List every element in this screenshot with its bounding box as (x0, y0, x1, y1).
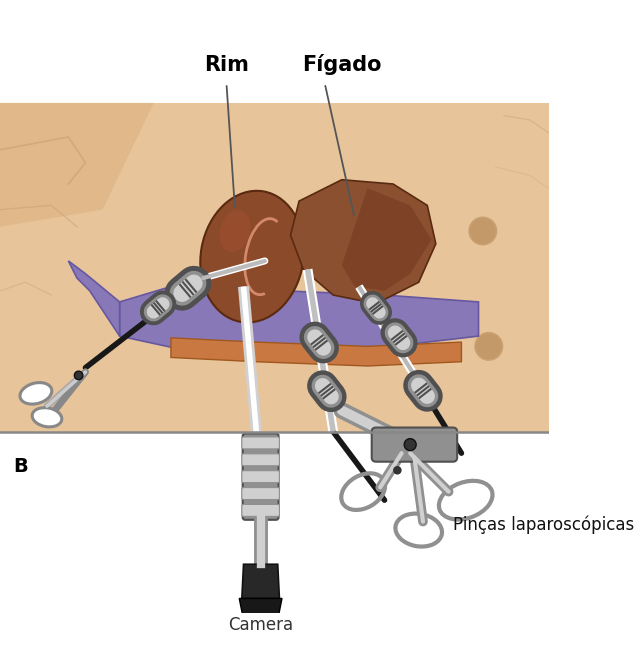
Polygon shape (68, 261, 119, 336)
Polygon shape (242, 564, 279, 599)
Polygon shape (171, 338, 462, 366)
Text: Pinças laparoscópicas: Pinças laparoscópicas (453, 515, 634, 534)
Polygon shape (239, 599, 282, 620)
Ellipse shape (220, 210, 250, 252)
Circle shape (475, 333, 503, 360)
FancyBboxPatch shape (372, 427, 457, 462)
FancyBboxPatch shape (242, 470, 279, 482)
Polygon shape (342, 188, 431, 291)
Text: B: B (13, 458, 28, 476)
FancyBboxPatch shape (242, 454, 279, 466)
FancyBboxPatch shape (242, 437, 279, 449)
FancyBboxPatch shape (243, 433, 279, 520)
Circle shape (393, 466, 402, 474)
Text: Rim: Rim (204, 54, 249, 75)
Polygon shape (119, 286, 478, 351)
Bar (0, 103, 549, 432)
Text: Fígado: Fígado (302, 54, 381, 75)
Polygon shape (0, 103, 154, 226)
Ellipse shape (32, 408, 62, 427)
Circle shape (469, 217, 496, 245)
FancyBboxPatch shape (242, 505, 279, 516)
Polygon shape (291, 179, 436, 304)
FancyBboxPatch shape (242, 488, 279, 499)
Circle shape (74, 371, 83, 380)
Text: Camera: Camera (228, 616, 293, 634)
Ellipse shape (200, 191, 304, 323)
Circle shape (404, 439, 416, 451)
Ellipse shape (20, 382, 52, 404)
